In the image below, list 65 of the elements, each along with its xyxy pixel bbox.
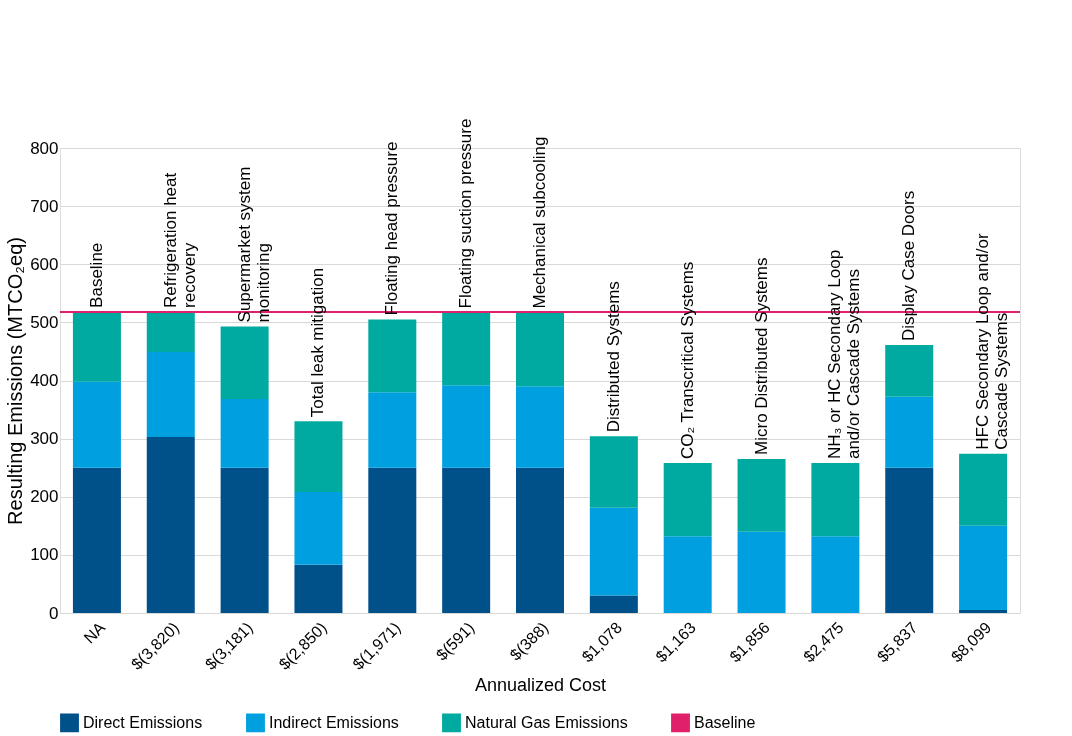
bar [663, 463, 712, 537]
annotation: Total leak mitigation [308, 267, 328, 418]
annotation: Micro Distributed Systems [751, 257, 771, 455]
bar [589, 436, 638, 508]
bar [959, 453, 1008, 526]
bar [516, 467, 564, 613]
bar [885, 396, 934, 468]
legend-label: Natural Gas Emissions [465, 713, 628, 731]
bar [294, 421, 343, 493]
bar [72, 311, 121, 382]
annotation: Floating suction pressure [456, 118, 476, 309]
bar [220, 326, 269, 400]
legend-label: Indirect Emissions [269, 713, 399, 731]
bar [368, 319, 417, 393]
annotation: Refrigeration heat recovery [160, 172, 199, 308]
y-tick-label: 300 [30, 429, 59, 449]
annotation: Distributed Systems [603, 281, 623, 433]
y-tick-label: 600 [30, 254, 59, 274]
bar [959, 610, 1008, 613]
bar [589, 595, 638, 613]
annotation: CO₂ Transcritical Systems [677, 261, 697, 460]
y-tick-label: 100 [30, 545, 59, 565]
bar [146, 436, 195, 613]
bar [72, 467, 121, 613]
bar [368, 392, 417, 468]
bar [220, 399, 269, 468]
y-axis-title: Resulting Emissions (MTCO₂eq) [4, 237, 27, 525]
bar [811, 536, 860, 613]
bar [737, 531, 786, 613]
bar [72, 381, 121, 468]
x-tick-label: NA [80, 618, 109, 647]
y-tick-label: 400 [30, 371, 59, 390]
bar [442, 385, 491, 468]
annotation: Supermarket system monitoring [234, 166, 273, 323]
bar [368, 467, 417, 613]
legend-label: Baseline [694, 713, 756, 731]
annotation: Display Case Doors [899, 190, 919, 342]
bar [442, 467, 491, 613]
bar [959, 525, 1008, 611]
bar [589, 507, 638, 596]
bar [811, 463, 860, 537]
bar [294, 564, 343, 613]
legend-label: Direct Emissions [83, 713, 203, 731]
bar [663, 536, 712, 613]
y-tick-label: 500 [30, 312, 59, 332]
x-axis-title: Annualized Cost [474, 674, 607, 695]
bar [885, 345, 934, 397]
bar [885, 467, 934, 613]
bar [442, 312, 491, 386]
y-tick-label: 800 [30, 138, 59, 158]
bar [294, 492, 343, 565]
y-tick-label: 0 [49, 603, 59, 623]
bar [146, 311, 195, 353]
annotation: Floating head pressure [382, 141, 402, 316]
bar [220, 467, 269, 613]
bar [516, 312, 564, 387]
y-tick-label: 200 [30, 487, 59, 507]
bar [737, 458, 786, 532]
bar [146, 352, 195, 437]
annotation: Mechanical subcooling [530, 136, 549, 309]
annotation: Baseline [86, 242, 106, 308]
annotation: NH₃ or HC Secondary Loop and/or Cascade Systems [825, 249, 864, 460]
y-tick-label: 700 [30, 196, 59, 216]
bar [516, 386, 564, 468]
annotation: HFC Secondary Loop and/or Cascade Systems [973, 233, 1012, 450]
